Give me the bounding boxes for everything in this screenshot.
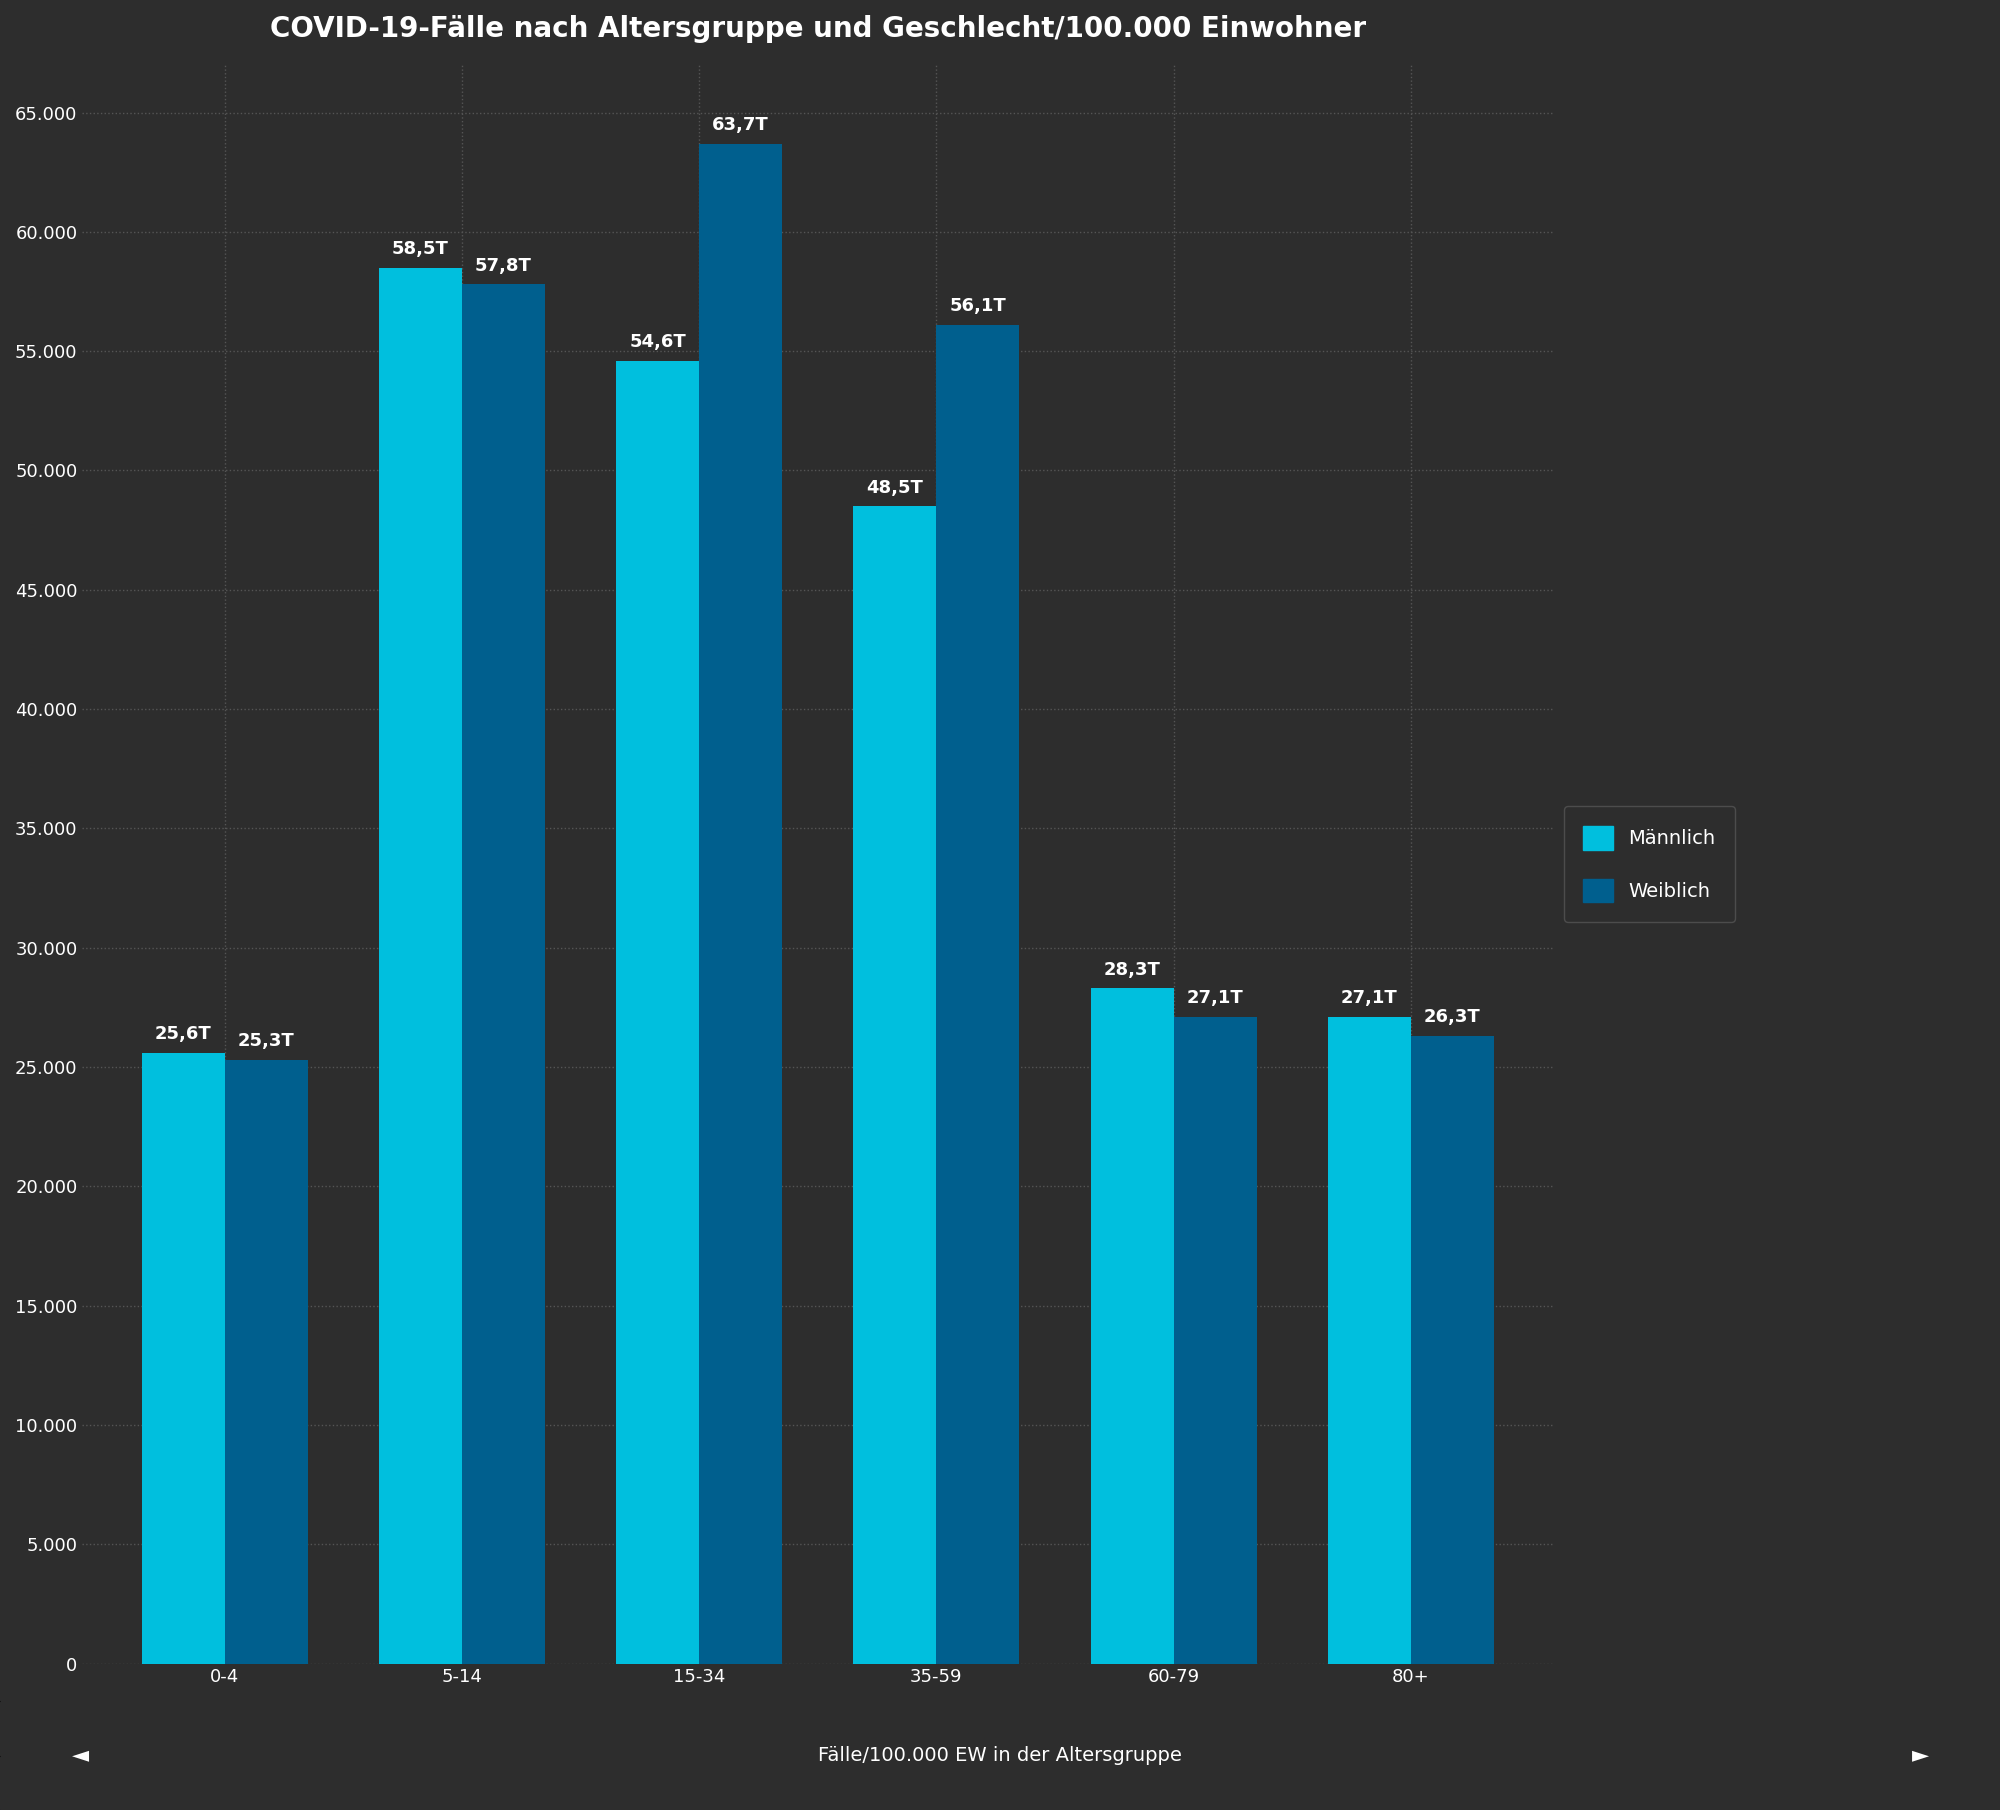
Text: 48,5T: 48,5T — [866, 478, 924, 496]
Bar — [700, 143, 782, 1663]
Bar — [1328, 1017, 1410, 1663]
Text: 27,1T: 27,1T — [1340, 990, 1398, 1008]
Title: COVID-19-Fälle nach Altersgruppe und Geschlecht/100.000 Einwohner: COVID-19-Fälle nach Altersgruppe und Ges… — [270, 14, 1366, 43]
Text: ►: ► — [1912, 1745, 1928, 1767]
Bar — [936, 324, 1020, 1663]
Bar — [142, 1053, 224, 1663]
Bar — [854, 507, 936, 1663]
Text: 63,7T: 63,7T — [712, 116, 770, 134]
Text: 56,1T: 56,1T — [950, 297, 1006, 315]
Bar — [378, 268, 462, 1663]
Text: 58,5T: 58,5T — [392, 241, 448, 259]
Bar — [1174, 1017, 1256, 1663]
Text: ◄: ◄ — [72, 1745, 88, 1767]
Text: 25,3T: 25,3T — [238, 1032, 294, 1050]
Text: 27,1T: 27,1T — [1186, 990, 1244, 1008]
Text: Fälle/100.000 EW in der Altersgruppe: Fälle/100.000 EW in der Altersgruppe — [818, 1747, 1182, 1765]
Bar — [1090, 988, 1174, 1663]
Legend: Männlich, Weiblich: Männlich, Weiblich — [1564, 807, 1734, 921]
Bar — [462, 284, 544, 1663]
Bar — [224, 1061, 308, 1663]
Text: 26,3T: 26,3T — [1424, 1008, 1480, 1026]
Text: 28,3T: 28,3T — [1104, 961, 1160, 979]
Bar — [616, 360, 700, 1663]
Text: 25,6T: 25,6T — [154, 1024, 212, 1043]
Text: 57,8T: 57,8T — [476, 257, 532, 275]
Bar — [1410, 1035, 1494, 1663]
Text: 54,6T: 54,6T — [630, 333, 686, 351]
